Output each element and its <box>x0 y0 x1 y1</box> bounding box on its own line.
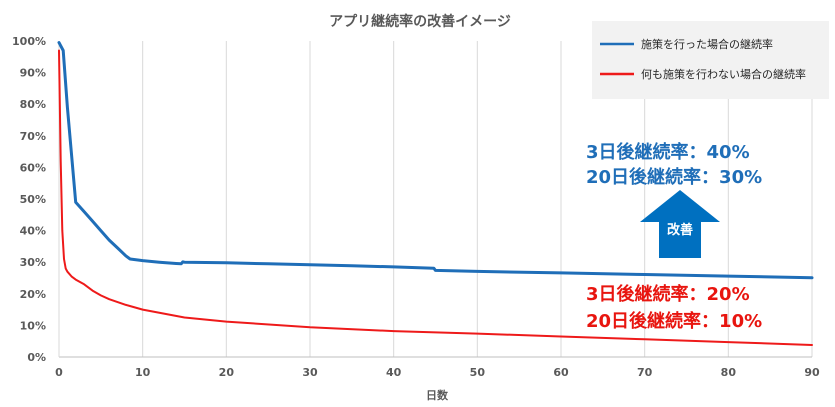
x-axis-title: 日数 <box>426 388 449 402</box>
improvement-arrow-shape <box>640 190 720 258</box>
x-tick-label: 50 <box>470 366 486 379</box>
x-tick-label: 20 <box>219 366 235 379</box>
x-tick-label: 10 <box>135 366 151 379</box>
y-tick-label: 10% <box>20 319 46 332</box>
y-tick-label: 60% <box>20 161 46 174</box>
series-line-baseline <box>58 49 813 346</box>
y-tick-label: 40% <box>20 225 46 238</box>
x-tick-label: 40 <box>386 366 402 379</box>
y-tick-label: 50% <box>20 193 46 206</box>
y-tick-label: 90% <box>20 67 46 80</box>
y-tick-label: 0% <box>27 351 46 364</box>
legend-label-baseline: 何も施策を行わない場合の継続率 <box>641 67 806 81</box>
series-line-improved <box>57 41 814 280</box>
x-tick-label: 90 <box>804 366 820 379</box>
x-tick-label: 80 <box>721 366 737 379</box>
series-layer <box>57 41 814 346</box>
annotation-improved-line1: 3日後継続率：40% <box>586 141 750 163</box>
annotation-baseline-line2: 20日後継続率：10% <box>586 310 762 332</box>
annotation-improved: 3日後継続率：40% 20日後継続率：30% <box>586 141 762 188</box>
y-tick-label: 70% <box>20 130 46 143</box>
legend-label-improved: 施策を行った場合の継続率 <box>641 37 773 51</box>
improvement-arrow-label: 改善 <box>667 222 693 238</box>
chart-title: アプリ継続率の改善イメージ <box>329 13 511 30</box>
x-tick-label: 30 <box>302 366 318 379</box>
y-tick-label: 100% <box>12 35 46 48</box>
x-tick-label: 0 <box>55 366 63 379</box>
y-tick-label: 80% <box>20 98 46 111</box>
y-tick-label: 20% <box>20 288 46 301</box>
improvement-arrow: 改善 <box>640 190 720 258</box>
y-tick-label: 30% <box>20 256 46 269</box>
axes: 0 10 20 30 40 50 60 70 80 90 0% 10% 20% 30% 40% 50% 60% 7… <box>12 35 820 379</box>
annotation-improved-line2: 20日後継続率：30% <box>586 166 762 188</box>
x-tick-label: 60 <box>553 366 569 379</box>
legend-box <box>592 21 829 99</box>
annotation-baseline-line1: 3日後継続率：20% <box>586 283 750 305</box>
x-tick-label: 70 <box>637 366 653 379</box>
legend: 施策を行った場合の継続率 何も施策を行わない場合の継続率 <box>592 21 829 99</box>
annotation-baseline: 3日後継続率：20% 20日後継続率：10% <box>586 283 762 332</box>
